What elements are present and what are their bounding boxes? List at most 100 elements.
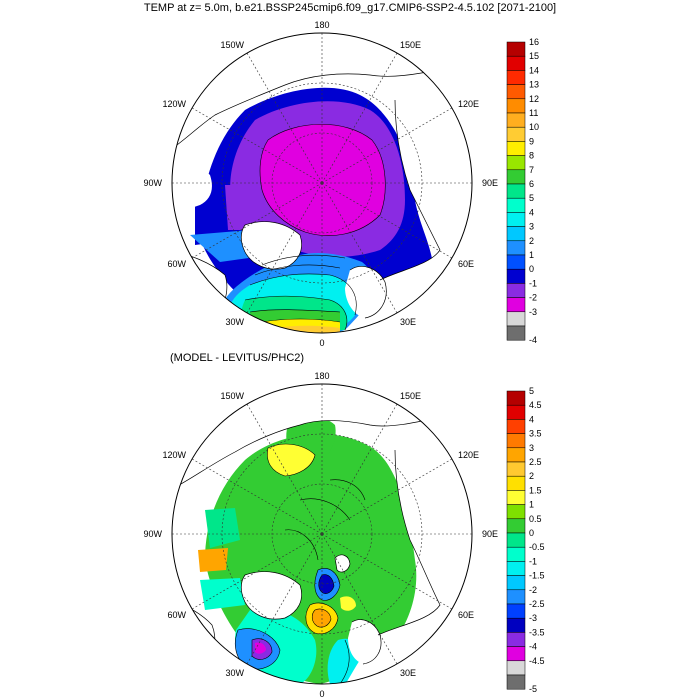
- top-lon-label: 150W: [220, 40, 244, 50]
- bottom-colorbar-swatch: [506, 589, 526, 605]
- top-lon-label: 30W: [225, 317, 244, 327]
- bottom-colorbar-swatch: [506, 518, 526, 534]
- bottom-lon-label: 120W: [162, 450, 186, 460]
- bottom-longitude-labels: 180 150E 120E 90E 60E 30E 0 30W 60W 90W …: [143, 371, 498, 699]
- top-colorbar-label: 0: [529, 264, 534, 274]
- bottom-colorbar-swatch: [506, 632, 526, 647]
- top-panel-title: TEMP at z= 5.0m, b.e21.BSSP245cmip6.f09_…: [143, 2, 557, 14]
- top-lon-label: 0: [319, 338, 324, 348]
- bottom-colorbar-swatch: [506, 674, 526, 690]
- top-polar-map: 180 150E 120E 90E 60E 30E 0 30W 60W 90W …: [143, 20, 498, 348]
- top-colorbar-swatch: [506, 297, 526, 313]
- bottom-lon-label: 150E: [400, 391, 421, 401]
- bottom-colorbar-label: -0.5: [529, 542, 545, 552]
- top-colorbar-label: 13: [529, 80, 539, 90]
- bottom-colorbar-swatch: [506, 617, 526, 633]
- top-colorbar-swatch: [506, 268, 526, 284]
- bottom-colorbar-label: -3: [529, 613, 537, 623]
- top-colorbar-swatch: [506, 141, 526, 156]
- top-colorbar-label: 1: [529, 250, 534, 260]
- top-colorbar-label: 11: [529, 108, 538, 118]
- top-colorbar-swatch: [506, 84, 526, 100]
- top-colorbar-swatch: [506, 155, 526, 171]
- bottom-colorbar-label: 5: [529, 386, 534, 396]
- top-lon-label: 150E: [400, 40, 421, 50]
- top-map-border: [171, 32, 473, 334]
- top-colorbar-swatch: [506, 126, 526, 142]
- bottom-colorbar-label: -1.5: [529, 571, 545, 581]
- top-colorbar-swatch: [506, 55, 526, 71]
- bottom-colorbar-label: 4.5: [529, 400, 542, 410]
- top-colorbar-label: 14: [529, 65, 539, 75]
- bottom-colorbar-swatch: [506, 561, 526, 576]
- bottom-colorbar-label: -1: [529, 556, 537, 566]
- bottom-colorbar-swatch: [506, 532, 526, 548]
- bottom-colorbar-label: -2: [529, 585, 537, 595]
- top-colorbar-swatch: [506, 254, 526, 270]
- bottom-colorbar-label: 3: [529, 443, 534, 453]
- top-colorbar-swatch: [506, 212, 526, 227]
- top-colorbar-label: 15: [529, 51, 539, 61]
- top-colorbar-label: -2: [529, 293, 537, 303]
- bottom-map-border: [171, 383, 473, 685]
- bottom-colorbar-swatch: [506, 490, 526, 505]
- bottom-colorbar-swatch: [506, 433, 526, 449]
- top-colorbar-label: 5: [529, 193, 534, 203]
- top-colorbar-swatch: [506, 41, 526, 57]
- top-colorbar-swatch: [506, 325, 526, 341]
- top-lon-label: 60E: [458, 259, 474, 269]
- bottom-panel-title: (MODEL - LEVITUS/PHC2): [170, 352, 305, 364]
- top-lon-label: 60W: [167, 259, 186, 269]
- top-colorbar-label: 3: [529, 222, 534, 232]
- bottom-colorbar-label: 3.5: [529, 429, 542, 439]
- bottom-colorbar-label: 1: [529, 500, 534, 510]
- top-lon-label: 120W: [162, 99, 186, 109]
- bottom-lon-label: 0: [319, 689, 324, 699]
- top-lon-label: 180: [314, 20, 329, 30]
- top-longitude-labels: 180 150E 120E 90E 60E 30E 0 30W 60W 90W …: [143, 20, 498, 348]
- bottom-colorbar-label: 1.5: [529, 485, 542, 495]
- bottom-colorbar-swatch: [506, 504, 526, 520]
- bottom-lon-label: 90W: [143, 529, 162, 539]
- top-colorbar-label: 7: [529, 165, 534, 175]
- bottom-colorbar-label: -5: [529, 684, 537, 694]
- top-colorbar-label: 12: [529, 94, 539, 104]
- bottom-colorbar-swatch: [506, 660, 526, 676]
- top-colorbar-swatch: [506, 112, 526, 128]
- top-graticule: [172, 33, 472, 333]
- bottom-polar-map: 180 150E 120E 90E 60E 30E 0 30W 60W 90W …: [143, 371, 498, 699]
- bottom-colorbar-swatch: [506, 404, 526, 420]
- bottom-colorbar-swatch: [506, 646, 526, 662]
- bottom-lon-label: 150W: [220, 391, 244, 401]
- bottom-colorbar-label: -4: [529, 642, 537, 652]
- top-colorbar-label: 4: [529, 207, 534, 217]
- top-colorbar-swatch: [506, 226, 526, 242]
- top-lon-label: 30E: [400, 317, 416, 327]
- bottom-colorbar-swatch: [506, 603, 526, 619]
- bottom-colorbar-label: -2.5: [529, 599, 545, 609]
- top-colorbar-swatch: [506, 240, 526, 256]
- top-colorbar-swatch: [506, 183, 526, 199]
- top-colorbar-label: 8: [529, 151, 534, 161]
- top-colorbar-label: -4: [529, 335, 537, 345]
- top-colorbar-swatch: [506, 311, 526, 327]
- top-colorbar-swatch: [506, 283, 526, 298]
- top-colorbar-swatch: [506, 98, 526, 114]
- bottom-graticule: [172, 384, 472, 684]
- top-colorbar-label: -1: [529, 278, 537, 288]
- bottom-colorbar-swatch: [506, 419, 526, 434]
- bottom-colorbar-swatch: [506, 575, 526, 591]
- bottom-lon-label: 30W: [225, 668, 244, 678]
- top-colorbar-label: 16: [529, 37, 539, 47]
- bottom-lon-label: 180: [314, 371, 329, 381]
- bottom-colorbar-swatch: [506, 546, 526, 562]
- bottom-lon-label: 60E: [458, 610, 474, 620]
- top-lon-label: 90W: [143, 178, 162, 188]
- top-lon-label: 120E: [458, 99, 479, 109]
- bottom-colorbar-swatch: [506, 447, 526, 463]
- bottom-colorbar: 5 4.5 4 3.5 3 2.5 2 1.5 1 0.5 0 -0.5 -1 -1.5 -2 -2.5 -3 -…: [506, 386, 545, 694]
- top-colorbar-swatch: [506, 70, 526, 85]
- top-lon-label: 90E: [482, 178, 498, 188]
- top-colorbar-label: 6: [529, 179, 534, 189]
